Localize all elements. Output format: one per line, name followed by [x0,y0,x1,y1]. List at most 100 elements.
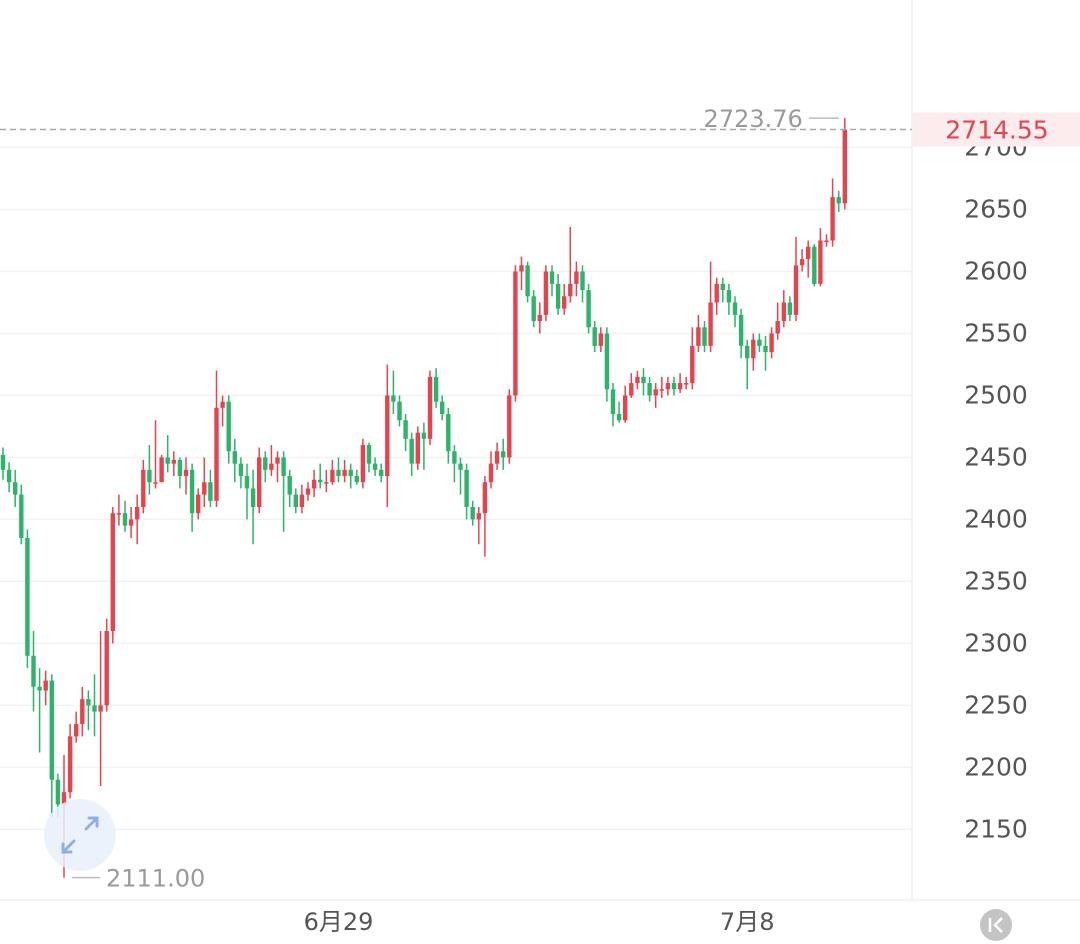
candle-body [86,699,91,706]
x-tick-label: 7月8 [720,908,775,936]
candle-body [299,494,305,508]
candle-body [653,389,658,396]
candle-body [562,296,567,309]
candle-body [476,513,481,520]
x-tick-label: 6月29 [304,908,374,936]
candle-body [232,451,237,464]
candle-body [189,469,195,514]
candle-body [244,476,250,489]
candle-body [281,457,286,477]
candle-body [830,197,835,241]
candle-body [440,401,445,415]
candle-body [531,296,536,322]
candle-body [220,401,225,408]
candle-body [257,457,262,508]
candle-body [763,345,768,353]
candle-body [482,482,488,514]
candle-body [641,376,646,384]
candle-body [208,482,213,501]
candle-body [153,482,158,484]
candle-body [360,445,366,483]
candle-body [348,469,353,477]
candle-body [372,463,378,470]
candle-body [324,482,329,484]
last-price-label: 2714.55 [945,115,1048,144]
y-tick-label: 2300 [964,628,1028,657]
candle-body [586,290,591,328]
candle-body [610,389,616,415]
candle-body [135,507,140,520]
candle-body [13,482,18,495]
candle-body [171,459,176,464]
candle-body [684,383,689,385]
candle-body [751,339,756,359]
candle-body [287,476,292,495]
candle-body [635,376,640,384]
candle-body [275,457,280,464]
candle-body [49,680,54,780]
candle-body [629,383,634,396]
candle-body [74,723,79,737]
candle-body [806,246,811,260]
expand-button[interactable] [44,799,116,871]
candle-body [574,271,579,284]
candle-body [690,345,695,384]
candle-body [433,376,439,402]
candle-body [61,792,67,805]
last-price-box [913,112,1080,147]
candles [0,118,847,878]
candle-body [458,463,463,470]
y-tick-label: 2350 [964,566,1028,595]
candle-body [6,469,12,483]
candle-body [67,736,73,793]
candle-body [147,469,152,483]
candle-body [98,705,103,712]
candle-body [354,476,359,483]
candle-body [110,513,115,631]
collapse-icon [988,917,1003,933]
candle-body [19,494,24,539]
candle-body [250,488,256,508]
y-tick-label: 2600 [964,256,1028,285]
candle-body [537,314,542,322]
candle-body [543,271,549,315]
candle-body [824,240,829,242]
candle-body [812,246,817,284]
candle-body [379,469,384,477]
candle-body [305,488,311,495]
candle-body [568,283,573,297]
candle-body [214,407,219,501]
candle-body [0,454,6,470]
candle-body [397,401,402,421]
candle-body [128,519,134,526]
candle-body [488,463,494,483]
y-tick-label: 2400 [964,504,1028,533]
candle-body [470,507,475,520]
candle-body [165,457,170,464]
candle-body [116,513,122,515]
candle-body [818,240,823,284]
candle-body [342,469,347,477]
candle-body [122,513,128,526]
candle-body [793,265,799,315]
y-tick-label: 2150 [964,814,1028,843]
candle-body [616,414,622,421]
candle-body [318,479,323,483]
candle-body [452,451,457,464]
candle-body [501,451,506,458]
candle-body [196,494,201,514]
candle-body [677,383,683,390]
candle-body [769,333,774,353]
candle-body [745,345,750,359]
candle-body [183,469,189,477]
overlay: 2723.76 2111.00 2714.55 [0,105,1080,893]
low-label: 2111.00 [106,865,205,893]
candle-body [409,438,414,464]
candle-body [391,395,396,402]
candle-body [525,265,530,297]
candle-body [665,383,671,390]
high-label: 2723.76 [704,105,803,133]
candle-body [25,538,30,656]
candle-body [141,469,146,508]
candle-body [80,699,85,724]
